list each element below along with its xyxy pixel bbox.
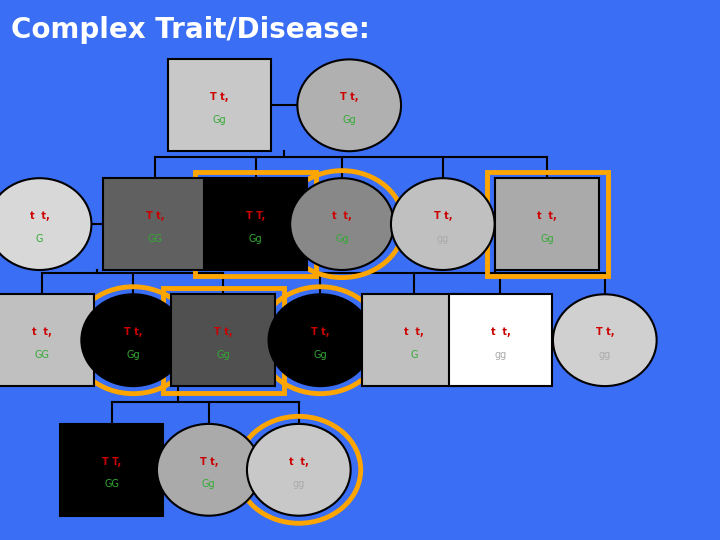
Text: gg: gg — [598, 350, 611, 360]
Text: GG: GG — [148, 234, 162, 244]
Ellipse shape — [157, 424, 261, 516]
Text: t  t,: t t, — [332, 211, 352, 221]
Ellipse shape — [247, 424, 351, 516]
Text: Gg: Gg — [343, 115, 356, 125]
FancyBboxPatch shape — [0, 294, 94, 386]
Ellipse shape — [553, 294, 657, 386]
Text: T t,: T t, — [340, 92, 359, 102]
Text: Gg: Gg — [249, 234, 262, 244]
Text: Gg: Gg — [202, 480, 215, 489]
Ellipse shape — [297, 59, 401, 151]
Ellipse shape — [391, 178, 495, 270]
FancyBboxPatch shape — [362, 294, 466, 386]
Text: T t,: T t, — [124, 327, 143, 337]
Text: Gg: Gg — [541, 234, 554, 244]
Text: G: G — [410, 350, 418, 360]
FancyBboxPatch shape — [449, 294, 552, 386]
FancyBboxPatch shape — [495, 178, 599, 270]
Text: T t,: T t, — [210, 92, 229, 102]
Text: t  t,: t t, — [289, 456, 309, 467]
Text: Gg: Gg — [336, 234, 348, 244]
FancyBboxPatch shape — [168, 59, 271, 151]
Text: t  t,: t t, — [490, 327, 510, 337]
Text: Gg: Gg — [213, 115, 226, 125]
Text: T t,: T t, — [145, 211, 164, 221]
Text: G: G — [36, 234, 43, 244]
Text: Complex Trait/Disease:: Complex Trait/Disease: — [11, 16, 369, 44]
Ellipse shape — [269, 294, 372, 386]
Text: t  t,: t t, — [32, 327, 52, 337]
Text: gg: gg — [494, 350, 507, 360]
Text: gg: gg — [292, 480, 305, 489]
Text: Gg: Gg — [217, 350, 230, 360]
Text: T t,: T t, — [214, 327, 233, 337]
Ellipse shape — [0, 178, 91, 270]
Text: GG: GG — [104, 480, 119, 489]
Text: T t,: T t, — [311, 327, 330, 337]
Text: T t,: T t, — [199, 456, 218, 467]
Text: gg: gg — [436, 234, 449, 244]
Ellipse shape — [290, 178, 394, 270]
FancyBboxPatch shape — [171, 294, 275, 386]
Text: T t,: T t, — [595, 327, 614, 337]
Text: Gg: Gg — [314, 350, 327, 360]
FancyBboxPatch shape — [60, 424, 163, 516]
Text: GG: GG — [35, 350, 49, 360]
Ellipse shape — [81, 294, 185, 386]
FancyBboxPatch shape — [103, 178, 207, 270]
Text: t  t,: t t, — [537, 211, 557, 221]
Text: T T,: T T, — [102, 456, 121, 467]
FancyBboxPatch shape — [204, 178, 307, 270]
Text: Gg: Gg — [127, 350, 140, 360]
Text: T t,: T t, — [433, 211, 452, 221]
Text: t  t,: t t, — [30, 211, 50, 221]
Text: T T,: T T, — [246, 211, 265, 221]
Text: t  t,: t t, — [404, 327, 424, 337]
